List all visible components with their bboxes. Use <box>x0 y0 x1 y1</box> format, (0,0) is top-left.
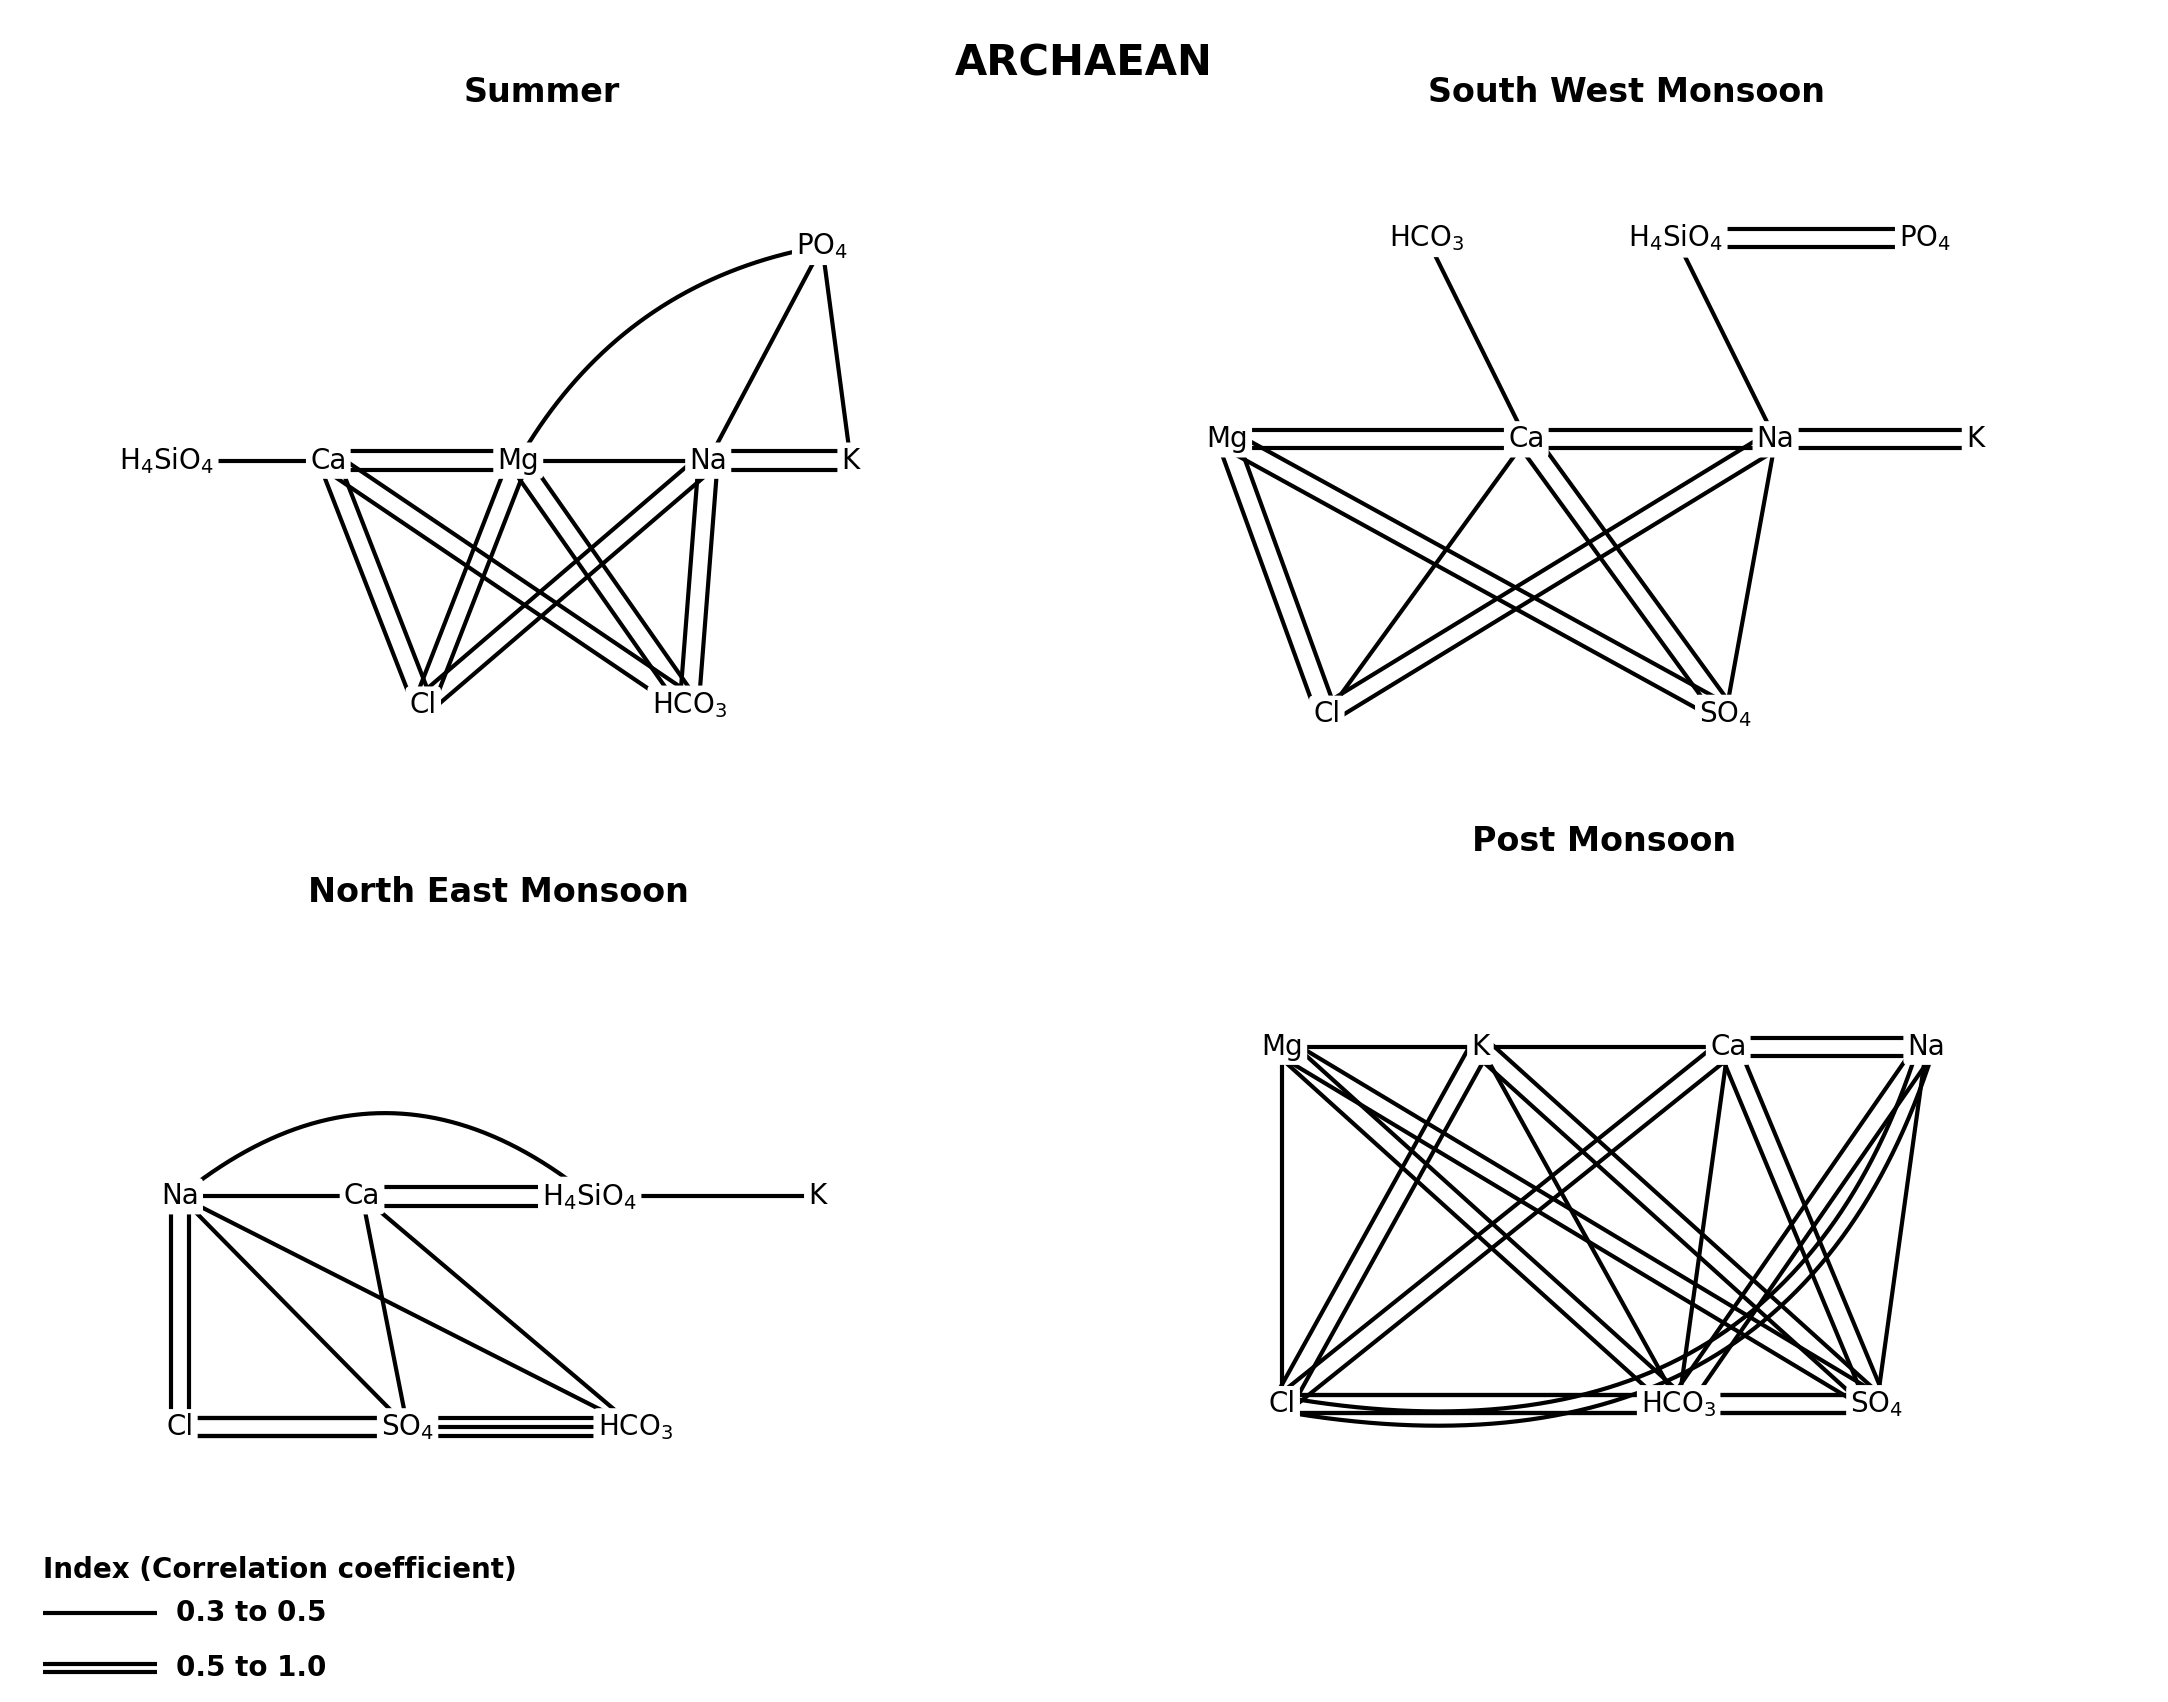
Text: SO$_4$: SO$_4$ <box>1849 1389 1904 1419</box>
Text: Ca: Ca <box>1711 1033 1747 1060</box>
Text: Na: Na <box>160 1183 199 1210</box>
Text: PO$_4$: PO$_4$ <box>796 231 848 260</box>
Text: Ca: Ca <box>1509 426 1544 453</box>
Text: HCO$_3$: HCO$_3$ <box>1390 223 1463 254</box>
Text: Mg: Mg <box>1262 1033 1303 1060</box>
Title: North East Monsoon: North East Monsoon <box>308 877 689 909</box>
Text: Ca: Ca <box>310 446 347 475</box>
Text: Cl: Cl <box>1314 700 1340 728</box>
Text: 0.5 to 1.0: 0.5 to 1.0 <box>176 1654 327 1682</box>
Text: K: K <box>1966 426 1984 453</box>
Text: HCO$_3$: HCO$_3$ <box>653 689 726 720</box>
Text: Mg: Mg <box>496 446 540 475</box>
Text: Index (Correlation coefficient): Index (Correlation coefficient) <box>43 1556 518 1583</box>
Text: Na: Na <box>1908 1033 1945 1060</box>
Text: HCO$_3$: HCO$_3$ <box>598 1413 672 1442</box>
Text: 0.3 to 0.5: 0.3 to 0.5 <box>176 1600 327 1627</box>
Title: South West Monsoon: South West Monsoon <box>1427 77 1825 109</box>
Text: Cl: Cl <box>410 691 436 718</box>
Title: Summer: Summer <box>464 77 620 109</box>
Text: PO$_4$: PO$_4$ <box>1899 223 1951 254</box>
Text: H$_4$SiO$_4$: H$_4$SiO$_4$ <box>119 446 215 477</box>
Text: K: K <box>841 446 861 475</box>
Text: H$_4$SiO$_4$: H$_4$SiO$_4$ <box>1628 223 1724 254</box>
Text: Mg: Mg <box>1205 426 1249 453</box>
Text: SO$_4$: SO$_4$ <box>1700 700 1752 728</box>
Text: SO$_4$: SO$_4$ <box>382 1413 434 1442</box>
Text: Ca: Ca <box>345 1183 379 1210</box>
Text: HCO$_3$: HCO$_3$ <box>1641 1389 1717 1419</box>
Text: Cl: Cl <box>167 1413 193 1442</box>
Text: H$_4$SiO$_4$: H$_4$SiO$_4$ <box>542 1181 637 1212</box>
Title: Post Monsoon: Post Monsoon <box>1472 825 1737 858</box>
Text: Na: Na <box>689 446 726 475</box>
Text: ARCHAEAN: ARCHAEAN <box>956 43 1212 85</box>
Text: K: K <box>1472 1033 1489 1060</box>
Text: Cl: Cl <box>1268 1391 1296 1418</box>
Text: Na: Na <box>1756 426 1795 453</box>
Text: K: K <box>809 1183 826 1210</box>
